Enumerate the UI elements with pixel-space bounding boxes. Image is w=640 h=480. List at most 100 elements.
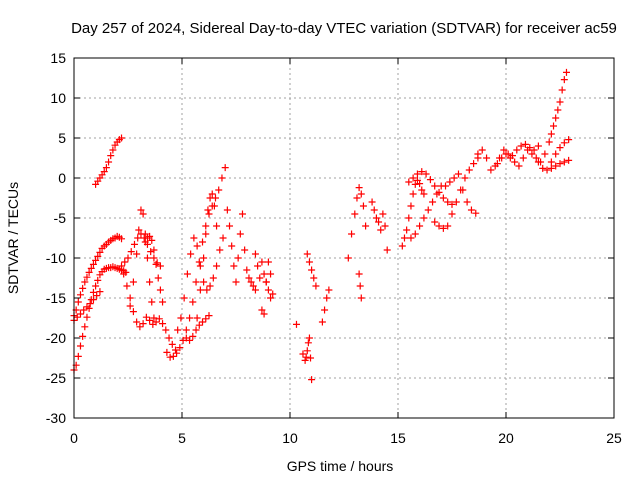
data-point (219, 234, 227, 242)
data-point (174, 326, 182, 334)
data-point (192, 326, 200, 334)
data-point (444, 222, 452, 230)
data-point (200, 254, 208, 262)
data-point (153, 259, 161, 267)
data-point (203, 286, 211, 294)
data-point (407, 234, 415, 242)
data-point (411, 180, 419, 188)
data-point (146, 278, 154, 286)
data-point (454, 170, 462, 178)
data-point (416, 222, 424, 230)
data-point (502, 150, 510, 158)
data-point (446, 178, 454, 186)
data-point (422, 170, 430, 178)
series-s20 (368, 198, 391, 254)
data-point (168, 340, 176, 348)
data-point (102, 164, 110, 172)
data-point (218, 174, 226, 182)
data-point (403, 226, 411, 234)
data-point (411, 230, 419, 238)
data-point (362, 222, 370, 230)
data-point (377, 226, 385, 234)
data-point (439, 224, 447, 232)
data-point (303, 250, 311, 258)
data-point (532, 154, 540, 162)
data-point (232, 278, 240, 286)
data-point (74, 352, 82, 360)
series-s10 (174, 234, 227, 334)
data-point (461, 174, 469, 182)
series-s30 (541, 68, 570, 158)
series-s22 (398, 176, 428, 250)
series-s26 (442, 170, 480, 217)
data-point (196, 262, 204, 270)
data-point (323, 294, 331, 302)
x-tick-label: 5 (178, 430, 186, 446)
data-point (267, 294, 275, 302)
data-point (92, 282, 100, 290)
data-point (264, 286, 272, 294)
data-points (70, 68, 573, 384)
data-point (299, 350, 307, 358)
data-point (135, 226, 143, 234)
data-point (478, 146, 486, 154)
data-point (325, 286, 333, 294)
data-point (493, 160, 501, 168)
data-point (193, 242, 201, 250)
data-point (556, 160, 564, 168)
data-point (142, 313, 150, 321)
data-point (76, 291, 84, 299)
data-point (127, 248, 135, 256)
data-point (234, 254, 242, 262)
data-point (209, 274, 217, 282)
data-point (146, 232, 154, 240)
data-point (379, 210, 387, 218)
data-point (424, 206, 432, 214)
data-point (511, 158, 519, 166)
data-point (245, 274, 253, 282)
data-point (463, 198, 471, 206)
data-point (74, 298, 82, 306)
data-point (202, 315, 210, 323)
data-point (81, 323, 89, 331)
data-point (528, 150, 536, 158)
data-point (199, 318, 207, 326)
series-s28 (493, 146, 545, 170)
data-point (251, 250, 259, 258)
data-point (381, 222, 389, 230)
data-point (550, 122, 558, 130)
data-point (162, 326, 170, 334)
data-point (81, 278, 89, 286)
series-s2 (70, 263, 130, 374)
data-point (519, 154, 527, 162)
data-point (357, 190, 365, 198)
chart-title: Day 257 of 2024, Sidereal Day-to-day VTE… (71, 20, 617, 37)
data-point (420, 214, 428, 222)
data-point (80, 306, 88, 314)
data-point (292, 320, 300, 328)
data-point (121, 258, 129, 266)
data-point (556, 144, 564, 152)
data-point (465, 166, 473, 174)
data-point (87, 264, 95, 272)
data-point (163, 348, 171, 356)
data-point (187, 250, 195, 258)
data-point (105, 158, 113, 166)
grid-lines (74, 58, 614, 418)
data-point (230, 262, 238, 270)
data-point (357, 294, 365, 302)
y-tick-label: -25 (46, 370, 66, 386)
data-point (228, 242, 236, 250)
data-point (407, 202, 415, 210)
data-point (312, 282, 320, 290)
data-point (305, 258, 313, 266)
data-point (539, 164, 547, 172)
data-point (92, 256, 100, 264)
y-axis-label: SDTVAR / TECUs (5, 182, 21, 294)
data-point (79, 332, 87, 340)
data-point (530, 146, 538, 154)
data-point (543, 166, 551, 174)
data-point (205, 210, 213, 218)
data-point (565, 136, 573, 144)
